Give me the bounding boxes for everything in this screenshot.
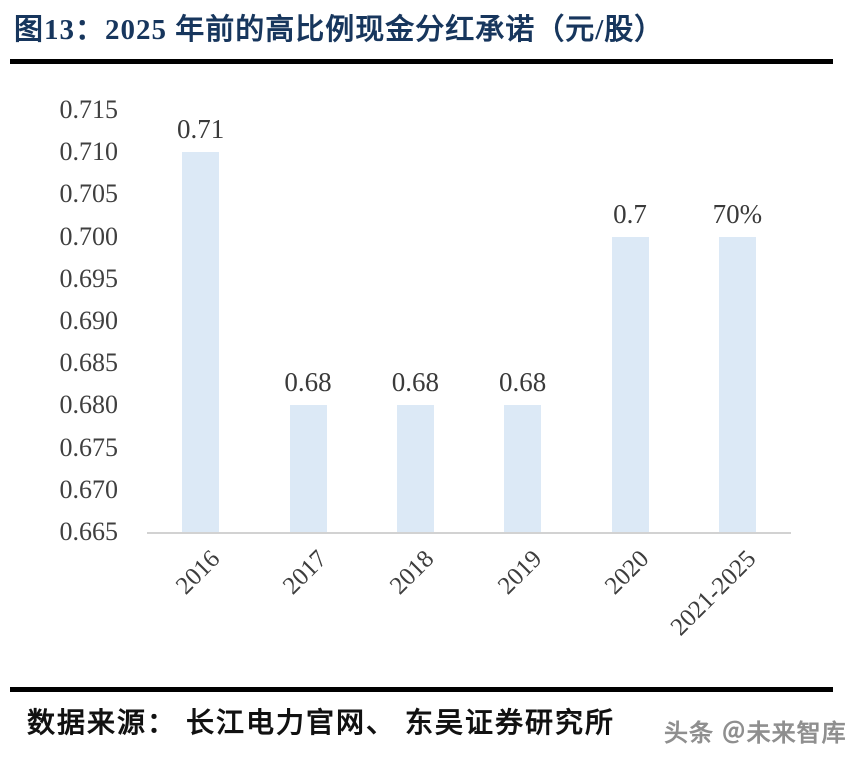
data-source: 数据来源： 长江电力官网、 东吴证券研究所	[27, 708, 616, 739]
bar-2017	[289, 405, 327, 532]
plot-area	[147, 110, 791, 534]
y-tick-label: 0.690	[59, 306, 119, 335]
bar-value-label: 0.71	[177, 114, 225, 145]
bar-value-label: 70%	[712, 198, 763, 229]
y-tick-label: 0.675	[59, 432, 119, 462]
bar-2016	[182, 152, 220, 532]
bar-value-label: 0.68	[499, 367, 547, 398]
bar-2018	[396, 405, 434, 532]
y-tick-label: 0.670	[59, 474, 119, 504]
y-tick-label: 0.705	[59, 179, 119, 209]
y-tick-label: 0.695	[59, 263, 119, 293]
footer-divider	[10, 687, 833, 692]
bar-2021-2025	[718, 236, 756, 532]
title-divider	[10, 59, 833, 64]
y-tick-label: 0.700	[59, 221, 119, 251]
y-tick-label: 0.665	[59, 517, 119, 546]
y-tick-label: 0.715	[59, 95, 119, 124]
y-tick-label: 0.710	[59, 137, 119, 167]
bar-value-label: 0.7	[613, 198, 647, 229]
bar-2020	[611, 236, 649, 532]
bar-value-label: 0.68	[284, 367, 332, 398]
watermark: 头条 ＠未来智库	[664, 720, 847, 747]
bar-value-label: 0.68	[391, 367, 439, 398]
y-tick-label: 0.685	[59, 348, 119, 378]
bar-2019	[504, 405, 542, 532]
y-tick-label: 0.680	[59, 390, 119, 420]
figure-title: 图13：2025 年前的高比例现金分红承诺（元/股）	[14, 14, 665, 46]
